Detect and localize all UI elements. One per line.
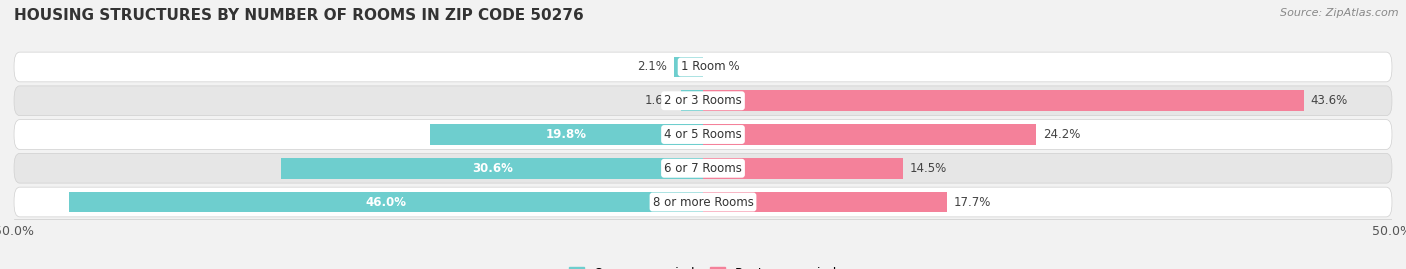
Bar <box>703 158 903 179</box>
Bar <box>673 56 703 77</box>
FancyBboxPatch shape <box>14 120 1392 149</box>
Bar <box>703 192 946 213</box>
Text: 2 or 3 Rooms: 2 or 3 Rooms <box>664 94 742 107</box>
Bar <box>703 90 1303 111</box>
Text: 2.1%: 2.1% <box>637 61 668 73</box>
FancyBboxPatch shape <box>14 52 1392 82</box>
Text: 19.8%: 19.8% <box>546 128 588 141</box>
Text: 30.6%: 30.6% <box>472 162 513 175</box>
FancyBboxPatch shape <box>14 153 1392 183</box>
Text: 6 or 7 Rooms: 6 or 7 Rooms <box>664 162 742 175</box>
Text: 24.2%: 24.2% <box>1043 128 1081 141</box>
Bar <box>703 124 1036 145</box>
FancyBboxPatch shape <box>14 187 1392 217</box>
Text: Source: ZipAtlas.com: Source: ZipAtlas.com <box>1281 8 1399 18</box>
Text: 8 or more Rooms: 8 or more Rooms <box>652 196 754 208</box>
Text: 14.5%: 14.5% <box>910 162 946 175</box>
Bar <box>430 124 703 145</box>
Text: 0.0%: 0.0% <box>710 61 740 73</box>
Bar <box>681 90 703 111</box>
Legend: Owner-occupied, Renter-occupied: Owner-occupied, Renter-occupied <box>568 267 838 269</box>
Bar <box>281 158 703 179</box>
Text: 43.6%: 43.6% <box>1310 94 1348 107</box>
Bar <box>69 192 703 213</box>
Text: 17.7%: 17.7% <box>953 196 991 208</box>
Text: 1.6%: 1.6% <box>644 94 673 107</box>
FancyBboxPatch shape <box>14 86 1392 116</box>
Text: HOUSING STRUCTURES BY NUMBER OF ROOMS IN ZIP CODE 50276: HOUSING STRUCTURES BY NUMBER OF ROOMS IN… <box>14 8 583 23</box>
Text: 46.0%: 46.0% <box>366 196 406 208</box>
Text: 1 Room: 1 Room <box>681 61 725 73</box>
Text: 4 or 5 Rooms: 4 or 5 Rooms <box>664 128 742 141</box>
